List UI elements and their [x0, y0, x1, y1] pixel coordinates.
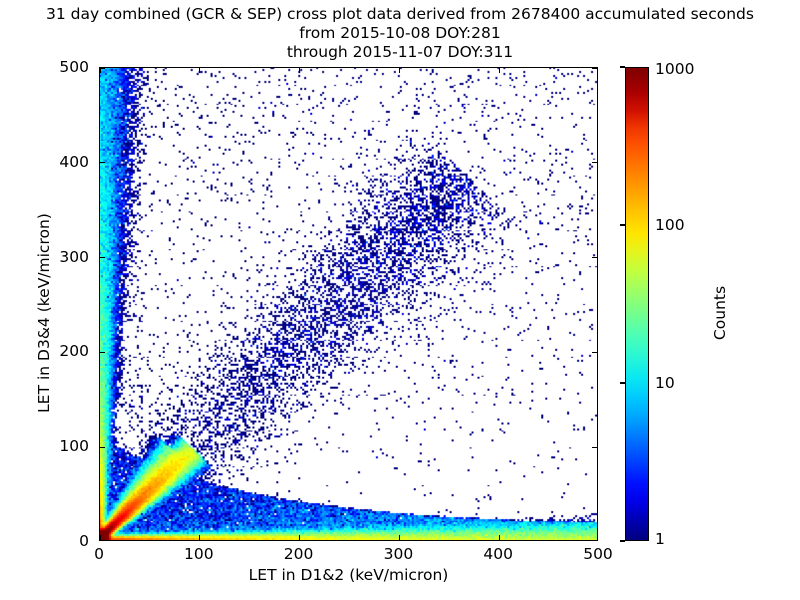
x-tick-mark [199, 68, 201, 73]
scatter-heatmap-canvas [100, 68, 597, 540]
y-tick-mark [592, 446, 597, 448]
x-tick-mark [100, 535, 101, 540]
y-tick-label: 500 [59, 58, 89, 76]
x-tick-mark [298, 535, 301, 540]
x-tick-mark [498, 68, 500, 73]
y-tick-mark [100, 162, 105, 164]
colorbar-tick-mark [620, 382, 625, 384]
plot-axes [99, 67, 598, 541]
colorbar-tick-mark [620, 540, 625, 542]
x-tick-label: 200 [283, 545, 314, 563]
colorbar-tick-label: 10 [655, 374, 675, 392]
y-tick-label: 100 [59, 437, 89, 456]
y-tick-mark [592, 162, 597, 164]
y-tick-mark [100, 256, 105, 259]
y-tick-label: 200 [59, 342, 89, 361]
colorbar-tick-label: 1 [655, 530, 665, 548]
x-tick-mark [398, 535, 401, 540]
y-tick-label: 300 [59, 247, 89, 266]
colorbar-gradient [625, 67, 649, 541]
y-tick-mark [100, 446, 105, 448]
colorbar-label: Counts [711, 285, 729, 341]
title-line-3: through 2015-11-07 DOY:311 [286, 43, 514, 61]
x-tick-label: 100 [184, 545, 214, 563]
colorbar-tick-label: 100 [655, 216, 685, 234]
colorbar-container [620, 66, 649, 542]
x-tick-label: 0 [94, 545, 104, 563]
title-line-1: 31 day combined (GCR & SEP) cross plot d… [46, 5, 754, 23]
x-tick-label: 400 [483, 545, 513, 563]
y-tick-mark [592, 351, 597, 354]
y-axis-label: LET in D3&4 (keV/micron) [35, 213, 53, 413]
x-tick-label: 300 [383, 545, 414, 563]
y-tick-mark [100, 68, 105, 69]
y-tick-mark [592, 256, 597, 259]
y-tick-mark [100, 351, 105, 354]
x-tick-mark [498, 535, 500, 540]
x-axis-label: LET in D1&2 (keV/micron) [248, 566, 449, 584]
title-line-2: from 2015-10-08 DOY:281 [299, 24, 501, 42]
x-tick-mark [398, 68, 401, 73]
colorbar-tick-mark [620, 224, 625, 226]
colorbar-tick-label: 1000 [655, 60, 695, 78]
x-tick-label: 500 [583, 545, 613, 563]
chart-title: 31 day combined (GCR & SEP) cross plot d… [0, 5, 800, 62]
y-tick-label: 0 [79, 532, 89, 550]
x-tick-mark [100, 68, 101, 73]
colorbar-tick-mark [620, 66, 625, 68]
x-tick-mark [199, 535, 201, 540]
y-tick-mark [592, 68, 597, 69]
y-tick-label: 400 [59, 152, 89, 171]
x-tick-mark [298, 68, 301, 73]
